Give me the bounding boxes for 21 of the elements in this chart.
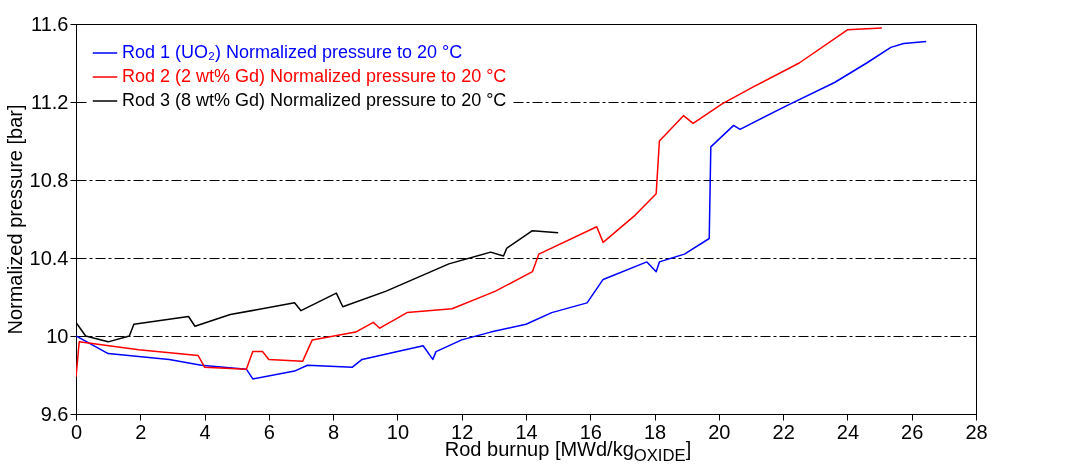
legend-label: Rod 3 (8 wt% Gd) Normalized pressure to 20 °C bbox=[122, 90, 507, 110]
x-tick-label: 22 bbox=[772, 420, 795, 443]
x-tick-label: 0 bbox=[70, 420, 83, 443]
y-axis-title: Normalized pressure [bar] bbox=[3, 104, 26, 335]
x-tick-label: 6 bbox=[263, 420, 275, 443]
y-tick-label: 10 bbox=[46, 324, 69, 347]
x-tick-label: 2 bbox=[135, 420, 147, 443]
x-tick-label: 8 bbox=[328, 420, 340, 443]
x-tick-label: 4 bbox=[199, 420, 211, 443]
x-tick-label: 20 bbox=[708, 420, 731, 443]
y-tick-label: 11.6 bbox=[31, 12, 69, 35]
y-tick-label: 10.4 bbox=[29, 246, 69, 269]
y-tick-label: 11.2 bbox=[31, 90, 69, 113]
x-tick-label: 26 bbox=[901, 420, 924, 443]
y-tick-label: 9.6 bbox=[40, 402, 69, 425]
x-tick-label: 10 bbox=[386, 420, 410, 443]
y-tick-label: 10.8 bbox=[29, 168, 69, 191]
x-tick-label: 24 bbox=[836, 420, 860, 443]
legend-label: Rod 2 (2 wt% Gd) Normalized pressure to 20 °C bbox=[122, 66, 507, 86]
x-tick-label: 28 bbox=[965, 420, 988, 443]
legend-label: Rod 1 (UO₂) Normalized pressure to 20 °C bbox=[122, 42, 463, 62]
